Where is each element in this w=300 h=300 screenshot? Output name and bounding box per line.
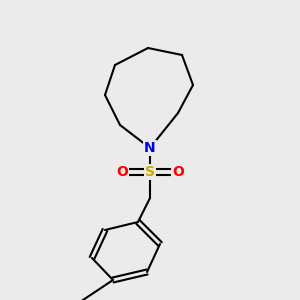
Text: S: S [145,165,155,179]
Text: N: N [144,141,156,155]
Text: O: O [116,165,128,179]
Text: O: O [172,165,184,179]
